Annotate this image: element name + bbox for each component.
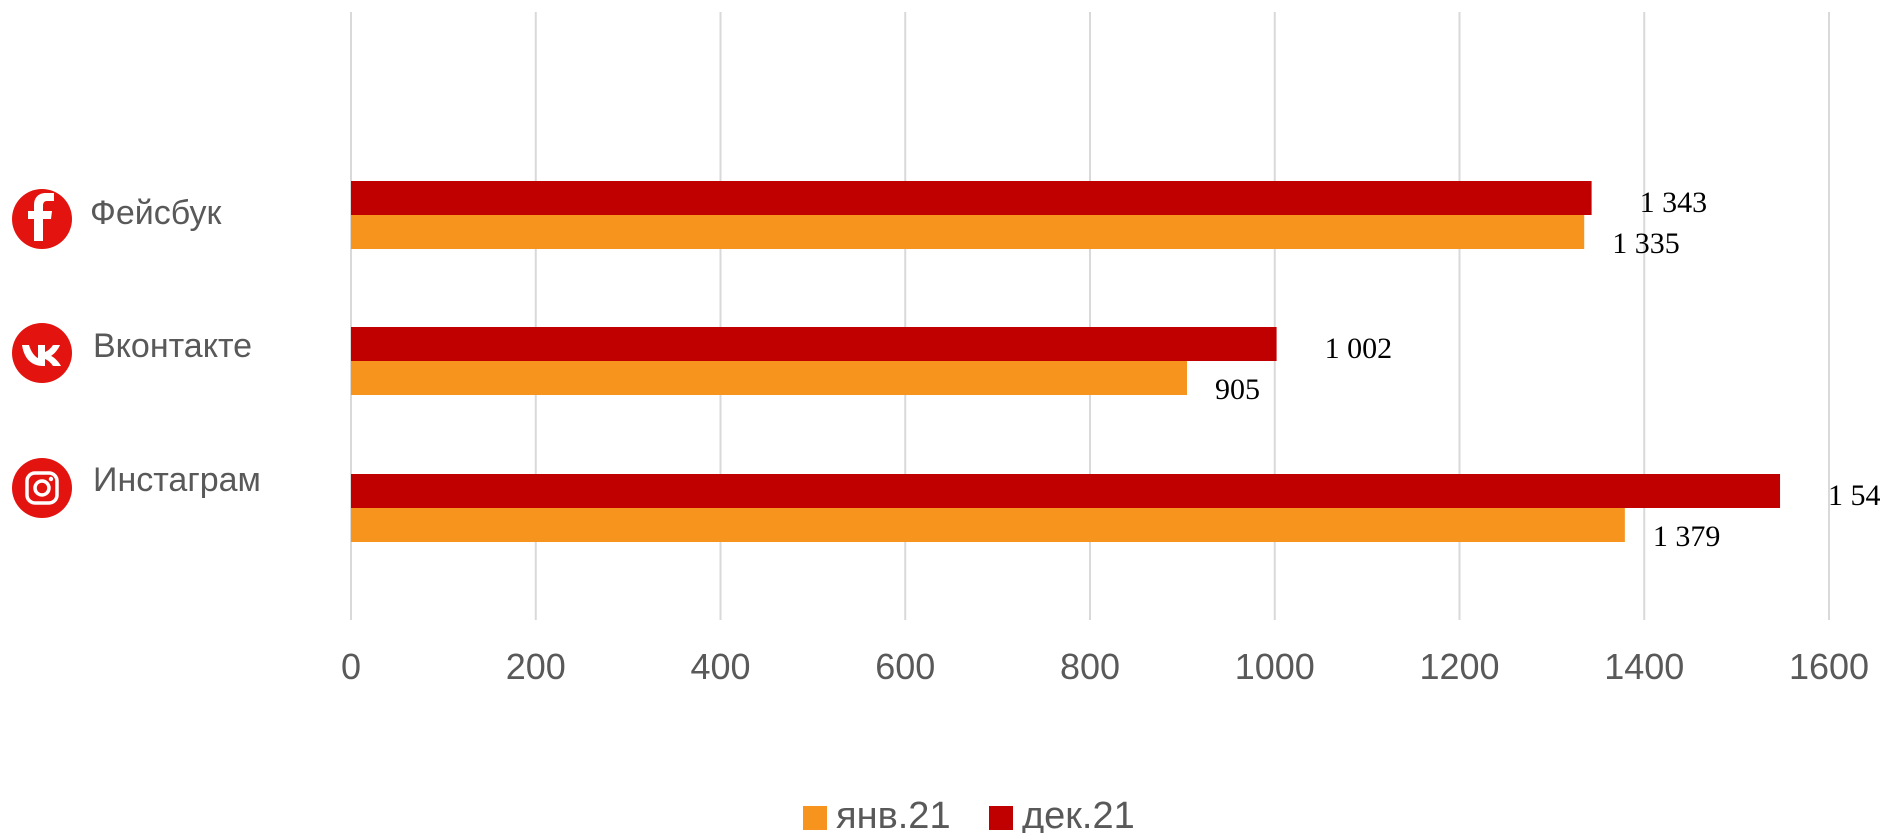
- x-tick-label: 800: [1060, 646, 1120, 687]
- category-label: Вконтакте: [93, 327, 252, 365]
- data-label: 1 379: [1653, 520, 1721, 553]
- bar-jan: [351, 361, 1187, 395]
- x-axis-ticks: 0 200 400 600 800 1000 1200 1400 1600: [341, 646, 1869, 687]
- legend-swatch-dec: [989, 806, 1013, 830]
- data-label: 1 547: [1828, 479, 1880, 512]
- category-vkontakte: Вконтакте: [12, 323, 252, 383]
- data-label: 1 002: [1325, 332, 1393, 365]
- x-tick-label: 1400: [1604, 646, 1684, 687]
- legend: янв.21 дек.21: [803, 795, 1135, 833]
- data-label: 1 343: [1640, 186, 1708, 219]
- data-labels: 1 343 1 335 1 002 905 1 547 1 379: [1215, 186, 1880, 553]
- instagram-icon: [12, 458, 72, 518]
- bar-dec: [351, 327, 1277, 361]
- x-tick-label: 600: [875, 646, 935, 687]
- x-tick-label: 1000: [1235, 646, 1315, 687]
- legend-label-jan: янв.21: [836, 795, 951, 833]
- gridlines: [350, 12, 1830, 620]
- bar-dec: [351, 474, 1781, 508]
- bar-dec: [351, 181, 1592, 215]
- data-label: 1 335: [1612, 227, 1680, 260]
- vk-icon: [12, 323, 72, 383]
- category-instagram: Инстаграм: [12, 458, 261, 518]
- facebook-icon: [12, 189, 72, 249]
- x-tick-label: 0: [341, 646, 361, 687]
- legend-swatch-jan: [803, 806, 827, 830]
- category-facebook: Фейсбук: [12, 189, 222, 249]
- x-tick-label: 1200: [1419, 646, 1499, 687]
- x-tick-label: 200: [506, 646, 566, 687]
- x-tick-label: 1600: [1789, 646, 1869, 687]
- bars: [351, 181, 1781, 542]
- legend-label-dec: дек.21: [1022, 795, 1135, 833]
- data-label: 905: [1215, 373, 1260, 406]
- category-label: Инстаграм: [93, 461, 261, 499]
- x-tick-label: 400: [690, 646, 750, 687]
- category-label: Фейсбук: [90, 194, 222, 232]
- bar-jan: [351, 508, 1625, 542]
- bar-jan: [351, 215, 1585, 249]
